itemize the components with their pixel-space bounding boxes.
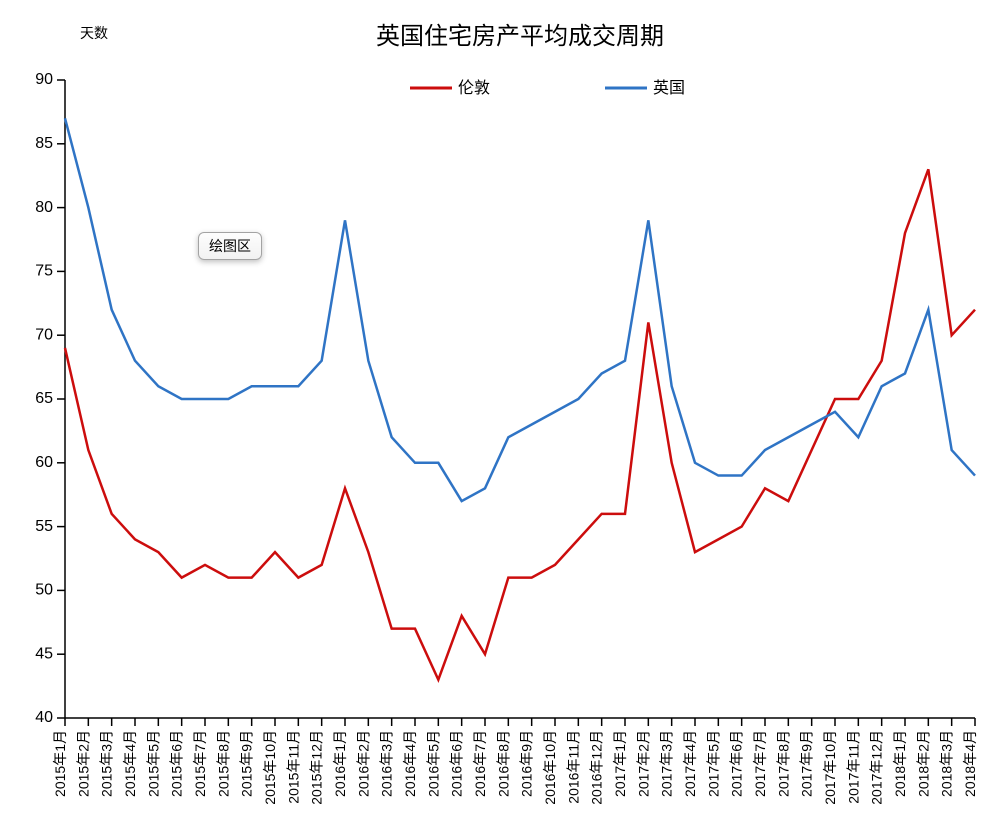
y-tick-label: 65 bbox=[35, 390, 53, 407]
x-tick-label: 2017年7月 bbox=[752, 730, 768, 797]
x-tick-label: 2017年10月 bbox=[822, 730, 838, 805]
x-tick-label: 2016年10月 bbox=[542, 730, 558, 805]
x-tick-label: 2016年7月 bbox=[472, 730, 488, 797]
y-tick-label: 55 bbox=[35, 518, 53, 535]
x-tick-label: 2015年4月 bbox=[122, 730, 138, 797]
x-tick-label: 2016年8月 bbox=[495, 730, 511, 797]
x-tick-label: 2015年12月 bbox=[309, 730, 325, 805]
x-tick-label: 2015年3月 bbox=[99, 730, 115, 797]
plot-area-tooltip-label: 绘图区 bbox=[209, 238, 251, 254]
y-tick-label: 80 bbox=[35, 199, 53, 216]
x-tick-label: 2017年11月 bbox=[845, 730, 861, 804]
x-tick-label: 2015年11月 bbox=[285, 730, 301, 804]
x-tick-label: 2017年5月 bbox=[705, 730, 721, 797]
x-tick-label: 2018年1月 bbox=[892, 730, 908, 797]
line-chart: 英国住宅房产平均成交周期 天数 40 45 50 55 60 65 70 75 80 85 90 2015… bbox=[0, 0, 1000, 837]
x-tick-label: 2016年6月 bbox=[449, 730, 465, 797]
chart-title: 英国住宅房产平均成交周期 bbox=[376, 23, 664, 50]
y-axis-title: 天数 bbox=[80, 25, 108, 41]
plot-area-tooltip: 绘图区 bbox=[198, 232, 262, 260]
x-tick-label: 2016年3月 bbox=[379, 730, 395, 797]
x-tick-label: 2016年12月 bbox=[589, 730, 605, 805]
x-tick-label: 2017年2月 bbox=[635, 730, 651, 797]
x-tick-label: 2016年5月 bbox=[425, 730, 441, 797]
y-tick-label: 45 bbox=[35, 645, 53, 662]
legend-label-uk: 英国 bbox=[653, 79, 685, 97]
x-tick-label: 2016年9月 bbox=[519, 730, 535, 797]
x-tick-label: 2015年7月 bbox=[192, 730, 208, 797]
x-tick-label: 2015年2月 bbox=[75, 730, 91, 797]
legend-label-london: 伦敦 bbox=[458, 79, 490, 97]
x-tick-label: 2015年8月 bbox=[215, 730, 231, 797]
x-tick-label: 2017年12月 bbox=[869, 730, 885, 805]
chart-container: 英国住宅房产平均成交周期 天数 40 45 50 55 60 65 70 75 80 85 90 2015… bbox=[0, 0, 1000, 837]
y-tick-label: 75 bbox=[35, 263, 53, 280]
x-tick-label: 2017年6月 bbox=[729, 730, 745, 797]
x-tick-label: 2017年4月 bbox=[682, 730, 698, 797]
x-tick-label: 2017年9月 bbox=[799, 730, 815, 797]
x-tick-label: 2016年11月 bbox=[565, 730, 581, 804]
x-tick-label: 2017年8月 bbox=[775, 730, 791, 797]
x-tick-label: 2018年2月 bbox=[915, 730, 931, 797]
x-tick-label: 2016年2月 bbox=[355, 730, 371, 797]
x-tick-label: 2018年4月 bbox=[962, 730, 978, 797]
x-tick-label: 2018年3月 bbox=[939, 730, 955, 797]
x-tick-label: 2015年9月 bbox=[239, 730, 255, 797]
x-tick-label: 2016年1月 bbox=[332, 730, 348, 797]
y-tick-label: 60 bbox=[35, 454, 53, 471]
x-tick-label: 2017年3月 bbox=[659, 730, 675, 797]
x-tick-label: 2017年1月 bbox=[612, 730, 628, 797]
y-tick-label: 90 bbox=[35, 71, 53, 88]
x-tick-label: 2015年1月 bbox=[52, 730, 68, 797]
x-tick-label: 2016年4月 bbox=[402, 730, 418, 797]
x-tick-label: 2015年6月 bbox=[169, 730, 185, 797]
y-tick-label: 50 bbox=[35, 582, 53, 599]
x-tick-label: 2015年10月 bbox=[262, 730, 278, 805]
y-tick-label: 70 bbox=[35, 326, 53, 343]
x-tick-label: 2015年5月 bbox=[145, 730, 161, 797]
y-tick-label: 85 bbox=[35, 135, 53, 152]
y-tick-label: 40 bbox=[35, 709, 53, 726]
